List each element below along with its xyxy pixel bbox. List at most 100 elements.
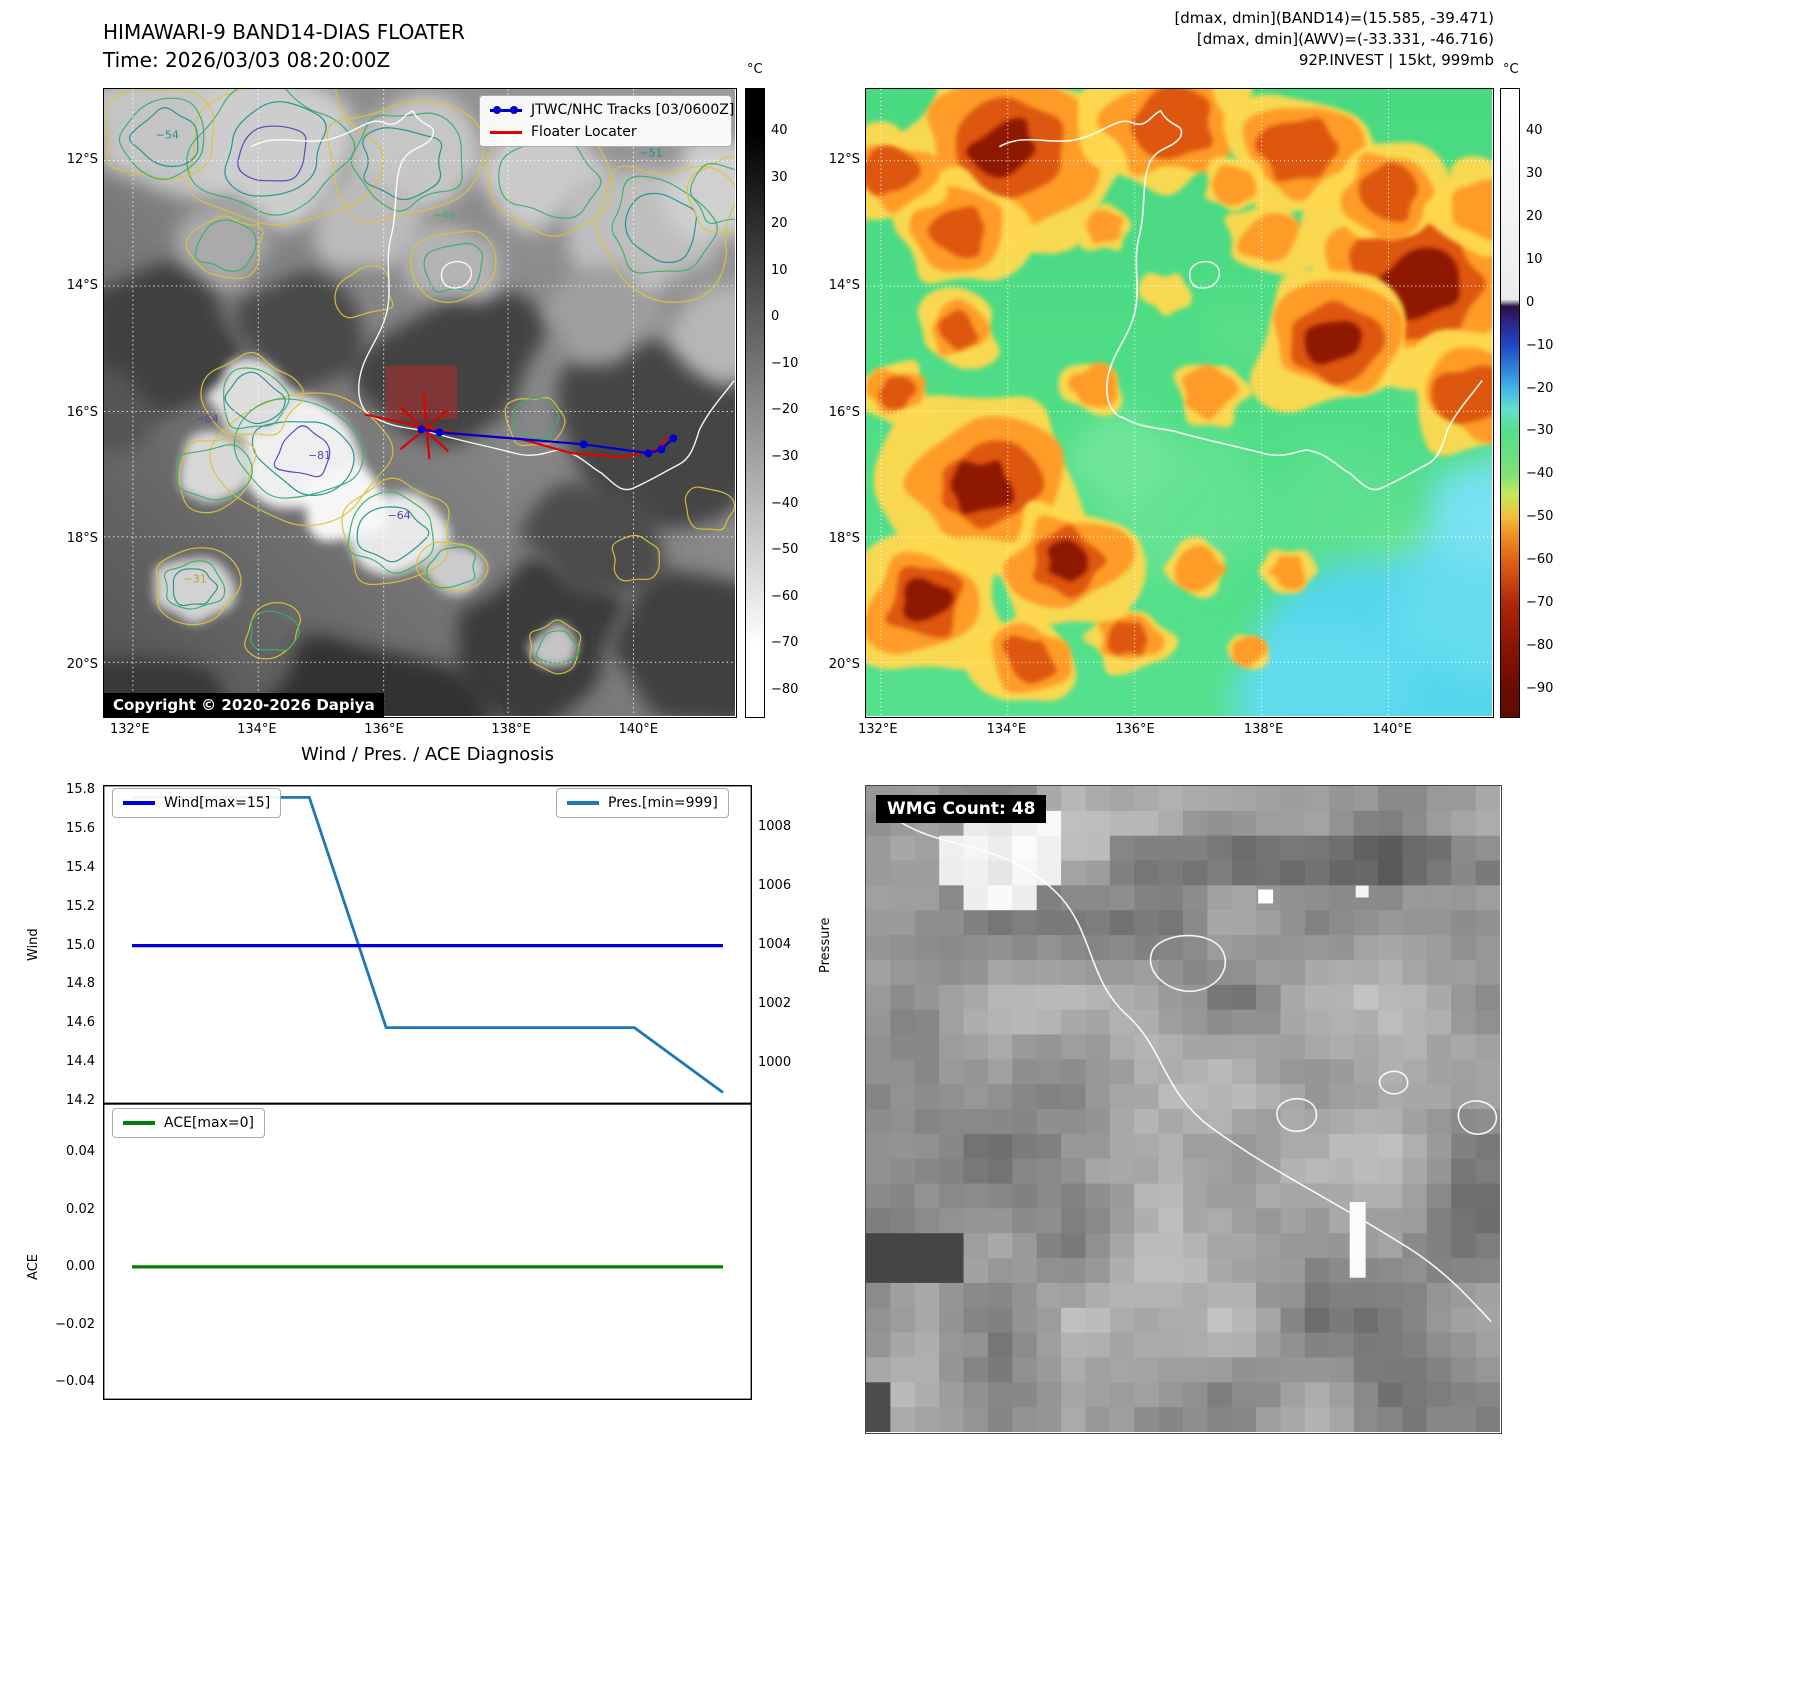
band14-colorbar-unit: °C bbox=[747, 62, 763, 77]
colorbar-tick-label: −70 bbox=[771, 635, 799, 651]
awv-colorbar bbox=[1500, 88, 1520, 718]
colorbar-tick-label: −70 bbox=[1526, 595, 1554, 611]
colorbar-tick-label: −50 bbox=[1526, 509, 1554, 525]
lat-tick-label: 20°S bbox=[828, 657, 860, 672]
jtwc-track bbox=[417, 425, 678, 458]
lon-tick-label: 136°E bbox=[1115, 722, 1155, 737]
contour-label: −44 bbox=[432, 208, 455, 221]
colorbar-tick-label: 20 bbox=[1526, 208, 1543, 224]
lon-tick-label: 134°E bbox=[237, 722, 277, 737]
band14-title: HIMAWARI-9 BAND14-DIAS FLOATER bbox=[103, 20, 465, 44]
colorbar-tick-label: 40 bbox=[771, 123, 788, 138]
awv-coastline bbox=[998, 109, 1483, 491]
band14-contour-labels: −54 −44 −51 −64 −81 −64 −31 bbox=[156, 129, 663, 586]
ace-legend-label: ACE[max=0] bbox=[164, 1115, 255, 1131]
colorbar-tick-label: −60 bbox=[771, 588, 799, 604]
contour-label: −54 bbox=[156, 129, 179, 142]
wind-ytick-label: 14.4 bbox=[66, 1054, 95, 1070]
ace-legend-sample bbox=[123, 1121, 155, 1125]
wmg-panel: WMG Count: 48 bbox=[865, 785, 1502, 1434]
lat-tick-label: 14°S bbox=[66, 278, 98, 294]
diagnosis-title: Wind / Pres. / ACE Diagnosis bbox=[300, 744, 555, 765]
ace-ytick-label: 0.00 bbox=[66, 1259, 95, 1274]
contour-label: −64 bbox=[196, 412, 219, 425]
tracks-marker-dot bbox=[493, 105, 501, 114]
colorbar-tick-label: −40 bbox=[1526, 466, 1554, 482]
pressure-yticks: 1008 1006 1004 1002 1000 bbox=[758, 818, 798, 1072]
pressure-ytick-label: 1008 bbox=[758, 819, 792, 834]
groote-island bbox=[440, 261, 472, 289]
tracks-marker-dot2 bbox=[510, 105, 518, 114]
lon-tick-label: 140°E bbox=[1372, 722, 1412, 737]
colorbar-tick-label: −30 bbox=[771, 449, 799, 465]
wmg-count-badge: WMG Count: 48 bbox=[876, 795, 1047, 823]
lat-tick-label: 14°S bbox=[828, 278, 860, 294]
colorbar-tick-label: 20 bbox=[771, 216, 788, 232]
awv-header-line3: 92P.INVEST | 15kt, 999mb bbox=[1298, 51, 1494, 69]
band14-map: −54 −44 −51 −64 −81 −64 −31 JTWC/NHC Tra… bbox=[103, 88, 737, 718]
awv-header: [dmax, dmin](BAND14)=(15.585, -39.471) [… bbox=[1174, 8, 1494, 71]
ace-subplot-frame bbox=[103, 1103, 752, 1400]
wmg-map-svg bbox=[866, 786, 1501, 1433]
contour-label: −31 bbox=[184, 573, 207, 586]
colorbar-tick-label: 0 bbox=[771, 309, 780, 325]
lat-tick-label: 16°S bbox=[828, 404, 860, 420]
ace-ytick-label: −0.04 bbox=[55, 1374, 95, 1389]
colorbar-tick-label: −10 bbox=[1526, 337, 1554, 353]
colorbar-tick-label: −20 bbox=[771, 402, 799, 418]
lat-tick-label: 12°S bbox=[828, 152, 860, 167]
lat-tick-label: 20°S bbox=[66, 657, 98, 672]
contour-label: −51 bbox=[639, 147, 662, 160]
lat-tick-label: 18°S bbox=[66, 530, 98, 546]
band14-coastline bbox=[250, 110, 735, 491]
floater-legend-sample bbox=[490, 130, 522, 134]
wind-ytick-label: 14.2 bbox=[66, 1093, 95, 1108]
colorbar-tick-label: −60 bbox=[1526, 552, 1554, 568]
awv-groote-island bbox=[1188, 260, 1220, 289]
pressure-ytick-label: 1004 bbox=[758, 937, 792, 952]
wind-yticks: 15.8 15.6 15.4 15.2 15.0 14.8 14.6 14.4 14.2 bbox=[55, 781, 95, 1110]
wmg-imagery bbox=[866, 786, 1501, 1433]
pressure-legend: Pres.[min=999] bbox=[556, 788, 729, 818]
diagnosis-chart-svg bbox=[103, 785, 752, 1400]
colorbar-tick-label: −90 bbox=[1526, 680, 1554, 696]
ace-ytick-label: −0.02 bbox=[55, 1316, 95, 1332]
lon-tick-label: 140°E bbox=[618, 722, 658, 737]
lat-tick-label: 16°S bbox=[66, 404, 98, 420]
colorbar-tick-label: −30 bbox=[1526, 423, 1554, 439]
lat-tick-label: 12°S bbox=[66, 152, 98, 167]
awv-imagery bbox=[866, 89, 1492, 716]
awv-map bbox=[865, 88, 1494, 718]
pressure-ytick-label: 1000 bbox=[758, 1055, 792, 1070]
colorbar-tick-label: −80 bbox=[1526, 638, 1554, 654]
lon-tick-label: 138°E bbox=[1243, 722, 1284, 737]
wind-ytick-label: 14.8 bbox=[66, 976, 95, 992]
colorbar-tick-label: −20 bbox=[1526, 380, 1554, 396]
colorbar-tick-label: 0 bbox=[1526, 294, 1535, 310]
lon-tick-label: 132°E bbox=[858, 722, 898, 737]
band14-lon-ticks: 132°E 134°E 136°E 138°E 140°E bbox=[110, 722, 658, 738]
wind-ytick-label: 15.2 bbox=[66, 898, 95, 914]
ace-ytick-label: 0.02 bbox=[66, 1201, 95, 1217]
band14-map-legend: JTWC/NHC Tracks [03/0600Z] Floater Locat… bbox=[479, 95, 734, 147]
contour-label: −81 bbox=[308, 449, 331, 462]
contour-label: −64 bbox=[388, 509, 411, 522]
tracks-legend-entry: JTWC/NHC Tracks [03/0600Z] bbox=[490, 102, 734, 118]
colorbar-tick-label: 40 bbox=[1526, 123, 1543, 138]
lon-tick-label: 132°E bbox=[110, 722, 150, 737]
wind-ytick-label: 15.8 bbox=[66, 782, 95, 797]
ace-ytick-label: 0.04 bbox=[66, 1144, 95, 1159]
band14-lat-ticks: 12°S 14°S 16°S 18°S 20°S bbox=[50, 151, 98, 674]
band14-map-svg: −54 −44 −51 −64 −81 −64 −31 bbox=[104, 89, 735, 716]
colorbar-tick-label: −50 bbox=[771, 542, 799, 558]
awv-map-svg bbox=[866, 89, 1492, 716]
wind-legend-label: Wind[max=15] bbox=[164, 795, 271, 811]
colorbar-tick-label: 10 bbox=[1526, 251, 1543, 267]
pressure-legend-label: Pres.[min=999] bbox=[608, 795, 718, 811]
tracks-legend-label: JTWC/NHC Tracks [03/0600Z] bbox=[531, 102, 735, 118]
awv-colorbar-ticks: 40 30 20 10 0 −10 −20 −30 −40 −50 −60 −70 −80 −90 bbox=[1526, 122, 1566, 698]
floater-focus-box bbox=[385, 365, 458, 420]
lon-tick-label: 138°E bbox=[491, 722, 531, 737]
band14-colorbar bbox=[745, 88, 765, 718]
